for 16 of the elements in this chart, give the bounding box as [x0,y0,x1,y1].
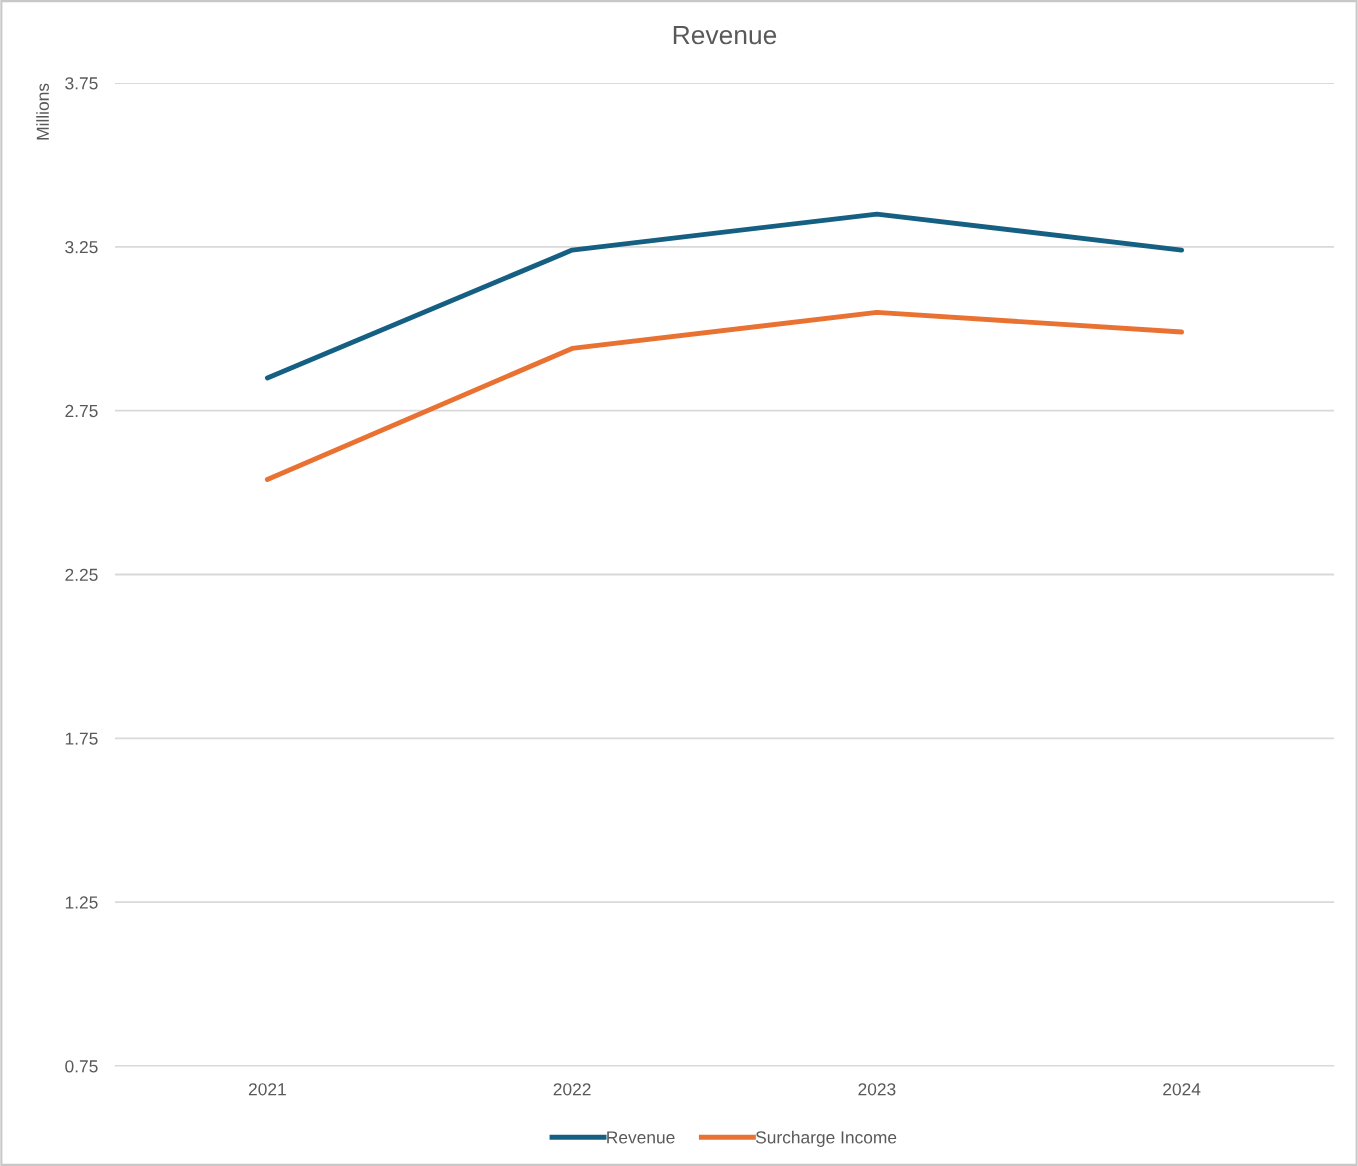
x-tick-label: 2024 [1163,1083,1201,1096]
x-tick-label: 2021 [248,1083,286,1096]
x-tick-label: 2023 [858,1083,896,1096]
line-series [264,309,1185,482]
legend-label: Surcharge Income [755,1130,897,1147]
y-tick-label: 1.25 [65,896,98,909]
y-tick-label: 0.75 [65,1060,98,1073]
y-axis-title: Millions [36,83,49,140]
legend-label: Revenue [607,1131,675,1144]
y-tick-label: 1.75 [65,732,98,745]
chart-title: Revenue [673,25,777,45]
y-tick-label: 2.75 [65,404,98,418]
y-tick-label: 3.75 [65,77,98,90]
y-tick-label: 3.25 [65,241,98,254]
x-tick-label: 2022 [553,1083,591,1096]
y-tick-label: 2.25 [65,568,98,581]
